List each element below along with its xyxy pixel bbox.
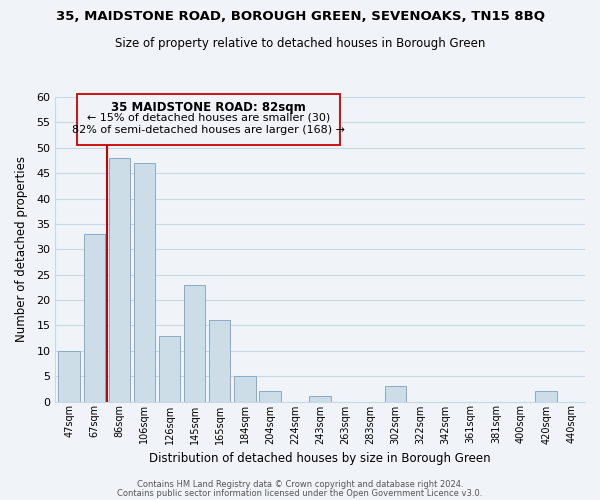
Bar [234,376,256,402]
Bar [310,396,331,402]
X-axis label: Distribution of detached houses by size in Borough Green: Distribution of detached houses by size … [149,452,491,465]
Bar [109,158,130,402]
Text: Size of property relative to detached houses in Borough Green: Size of property relative to detached ho… [115,38,485,51]
Bar [159,336,180,402]
Text: 82% of semi-detached houses are larger (168) →: 82% of semi-detached houses are larger (… [72,125,345,135]
Bar [259,392,281,402]
Y-axis label: Number of detached properties: Number of detached properties [15,156,28,342]
Bar [83,234,105,402]
Bar [58,351,80,402]
Text: Contains HM Land Registry data © Crown copyright and database right 2024.: Contains HM Land Registry data © Crown c… [137,480,463,489]
Bar [535,392,557,402]
Text: ← 15% of detached houses are smaller (30): ← 15% of detached houses are smaller (30… [87,112,330,122]
Bar [385,386,406,402]
Bar [134,163,155,402]
Text: 35, MAIDSTONE ROAD, BOROUGH GREEN, SEVENOAKS, TN15 8BQ: 35, MAIDSTONE ROAD, BOROUGH GREEN, SEVEN… [56,10,545,23]
Bar [184,285,205,402]
Bar [77,94,340,145]
Text: Contains public sector information licensed under the Open Government Licence v3: Contains public sector information licen… [118,489,482,498]
Bar [209,320,230,402]
Text: 35 MAIDSTONE ROAD: 82sqm: 35 MAIDSTONE ROAD: 82sqm [111,101,306,114]
